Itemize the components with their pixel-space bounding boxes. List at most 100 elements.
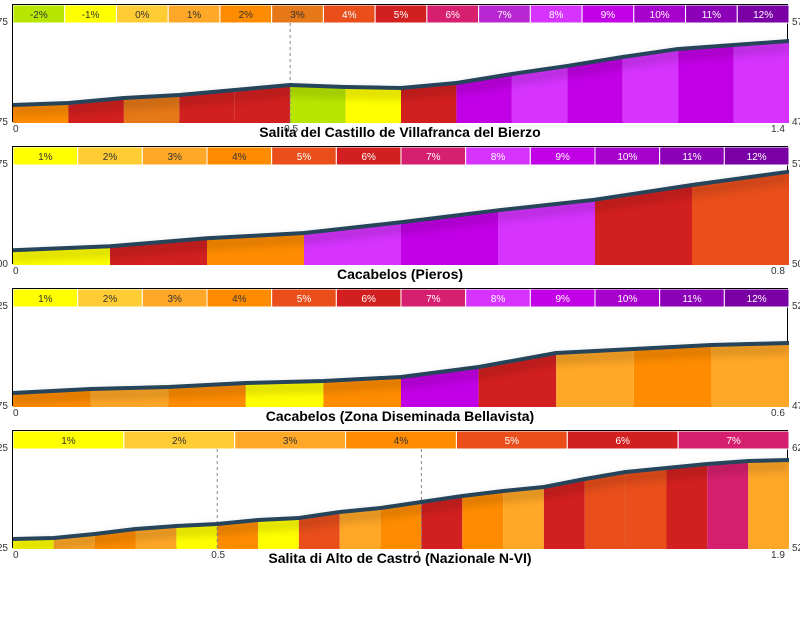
chart-block: -2%-1%0%1%2%3%4%5%6%7%8%9%10%11%12%47547… <box>12 4 788 146</box>
legend-label: 8% <box>491 294 506 305</box>
x-axis-tick: 0 <box>13 550 19 561</box>
gradient-segment <box>711 343 789 407</box>
chart-svg: 1% 2% 3% 4% 5% 6% 7% <box>13 431 789 549</box>
chart-frame: 1%2%3%4%5%6%7%52552562562500.511.9 <box>12 430 788 548</box>
gradient-segment <box>340 508 381 549</box>
y-axis-tick: 575 <box>0 159 8 170</box>
y-axis-tick: 525 <box>0 301 8 312</box>
gradient-segment <box>567 57 622 123</box>
chart-svg: 1%2%3%4%5%6%7%8%9%10%11%12% <box>13 147 789 265</box>
gradient-segment <box>585 472 626 549</box>
gradient-segment <box>623 49 678 123</box>
chart-block: 1%2%3%4%5%6%7%52552562562500.511.9Salita… <box>12 430 788 572</box>
legend-label: 9% <box>555 294 570 305</box>
legend-label: 7% <box>726 436 741 447</box>
legend-label: 3% <box>167 152 182 163</box>
legend-label: 7% <box>497 10 512 21</box>
legend-label: 11% <box>702 10 721 21</box>
legend-label: 11% <box>682 152 701 163</box>
legend-label: 6% <box>615 436 630 447</box>
legend-label: 6% <box>361 294 376 305</box>
legend-label: 1% <box>38 294 53 305</box>
chart-title: Cacabelos (Zona Diseminada Bellavista) <box>12 408 788 424</box>
legend-label: 4% <box>394 436 409 447</box>
legend-label: 3% <box>167 294 182 305</box>
y-axis-tick: 475 <box>792 401 800 412</box>
chart-title: Cacabelos (Pieros) <box>12 266 788 282</box>
chart-block: 1%2%3%4%5%6%7%8%9%10%11%12%5005005755750… <box>12 146 788 288</box>
y-axis-tick: 575 <box>0 17 8 28</box>
y-axis-tick: 475 <box>0 117 8 128</box>
x-axis-tick: 1 <box>415 550 421 561</box>
y-axis-tick: 475 <box>792 117 800 128</box>
chart-frame: 1%2%3%4%5%6%7%8%9%10%11%12%5005005755750… <box>12 146 788 264</box>
y-axis-tick: 575 <box>792 17 800 28</box>
legend-label: 4% <box>232 294 247 305</box>
legend-label: 6% <box>446 10 461 21</box>
y-axis-tick: 575 <box>792 159 800 170</box>
chart-frame: -2%-1%0%1%2%3%4%5%6%7%8%9%10%11%12%47547… <box>12 4 788 122</box>
y-axis-tick: 625 <box>0 443 8 454</box>
gradient-segment <box>503 487 544 549</box>
x-axis-tick: 0 <box>13 124 19 135</box>
legend-label: 5% <box>297 294 312 305</box>
x-axis-tick: 1.9 <box>771 550 785 561</box>
gradient-segment <box>707 461 748 549</box>
legend-label: 4% <box>232 152 247 163</box>
gradient-segment <box>678 45 734 123</box>
x-axis-tick: 1.4 <box>771 124 785 135</box>
legend-label: 10% <box>617 294 637 305</box>
legend-label: -2% <box>30 10 48 21</box>
legend-label: 10% <box>617 152 637 163</box>
gradient-segment <box>258 518 299 549</box>
chart-block: 1%2%3%4%5%6%7%8%9%10%11%12%4754755255250… <box>12 288 788 430</box>
gradient-segment <box>246 381 324 407</box>
y-axis-tick: 500 <box>792 259 800 270</box>
gradient-segment <box>556 349 634 407</box>
chart-frame: 1%2%3%4%5%6%7%8%9%10%11%12%4754755255250… <box>12 288 788 406</box>
legend-label: 8% <box>549 10 564 21</box>
legend-label: 1% <box>38 152 53 163</box>
legend-label: 9% <box>555 152 570 163</box>
gradient-segment <box>346 87 401 123</box>
legend-label: 5% <box>297 152 312 163</box>
x-axis-tick: 0 <box>13 408 19 419</box>
legend-label: -1% <box>82 10 100 21</box>
gradient-segment <box>667 464 708 549</box>
gradient-segment <box>462 491 503 549</box>
legend-label: 7% <box>426 152 441 163</box>
legend-label: 10% <box>650 10 670 21</box>
legend-label: 5% <box>394 10 409 21</box>
legend-label: 6% <box>361 152 376 163</box>
legend-label: 2% <box>103 152 118 163</box>
legend-label: 2% <box>172 436 187 447</box>
x-axis-tick: 0.8 <box>771 266 785 277</box>
gradient-segment <box>748 460 789 549</box>
legend-label: 12% <box>747 294 767 305</box>
gradient-segment <box>634 345 712 407</box>
y-axis-tick: 475 <box>0 401 8 412</box>
legend-label: 3% <box>283 436 298 447</box>
y-axis-tick: 525 <box>792 301 800 312</box>
legend-label: 2% <box>239 10 254 21</box>
legend-label: 11% <box>682 294 701 305</box>
y-axis-tick: 525 <box>0 543 8 554</box>
chart-title: Salita del Castillo de Villafranca del B… <box>12 124 788 140</box>
charts-container: -2%-1%0%1%2%3%4%5%6%7%8%9%10%11%12%47547… <box>0 0 800 576</box>
x-axis-tick: 0.5 <box>211 550 225 561</box>
legend-label: 12% <box>753 10 773 21</box>
x-axis-tick: 0 <box>13 266 19 277</box>
y-axis-tick: 525 <box>792 543 800 554</box>
legend-label: 5% <box>505 436 520 447</box>
legend-label: 1% <box>61 436 76 447</box>
legend-label: 4% <box>342 10 357 21</box>
legend-label: 9% <box>601 10 616 21</box>
legend-label: 8% <box>491 152 506 163</box>
y-axis-tick: 625 <box>792 443 800 454</box>
y-axis-tick: 500 <box>0 259 8 270</box>
gradient-segment <box>544 479 585 549</box>
legend-label: 7% <box>426 294 441 305</box>
legend-label: 3% <box>290 10 305 21</box>
gradient-segment <box>176 524 217 549</box>
x-axis-tick: 0.6 <box>771 408 785 419</box>
